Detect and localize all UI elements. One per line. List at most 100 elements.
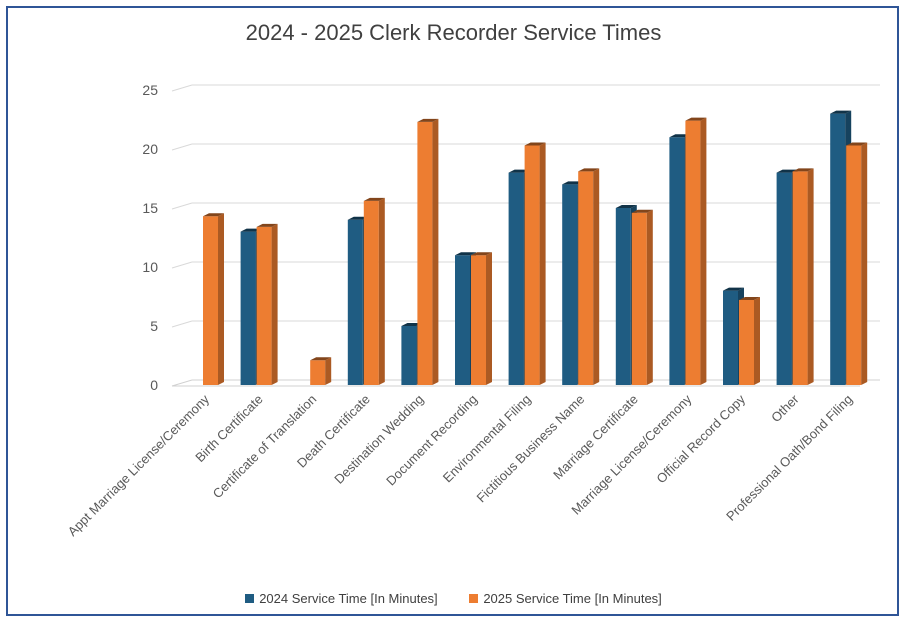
bar-front	[631, 212, 647, 385]
x-tick-label: Official Record Copy	[653, 391, 748, 486]
bar-top	[615, 205, 637, 208]
y-tick-label: 0	[150, 377, 158, 393]
bar-side	[861, 142, 868, 385]
bar-front	[347, 219, 363, 385]
legend-item-2025: 2025 Service Time [In Minutes]	[469, 591, 662, 606]
bar-front	[792, 171, 808, 385]
bar-front	[524, 145, 540, 385]
bar-top	[455, 252, 476, 256]
legend-item-2024: 2024 Service Time [In Minutes]	[245, 591, 438, 606]
y-tick-label: 25	[142, 82, 158, 98]
bar-side	[539, 142, 546, 385]
bar-top	[401, 323, 423, 326]
bar-front	[455, 255, 470, 385]
bar-side	[432, 118, 439, 386]
chart-title: 2024 - 2025 Clerk Recorder Service Times	[245, 20, 662, 45]
bar-top	[792, 168, 814, 172]
bar-front	[256, 226, 272, 385]
bar-2025	[471, 252, 492, 385]
bar-side	[646, 209, 653, 385]
bar-front	[240, 231, 256, 385]
bar-2025	[524, 142, 546, 385]
x-tick-label: Document Recording	[383, 392, 480, 489]
bar-front	[830, 113, 846, 385]
bar-top	[631, 209, 653, 213]
bar-side	[271, 223, 278, 385]
x-tick-label: Other	[768, 391, 802, 425]
bar-top	[310, 357, 332, 361]
gridline-edge	[171, 320, 193, 328]
x-tick-label: Appt Marriage License/Ceremony	[65, 391, 213, 539]
bar-top	[830, 110, 852, 114]
bar-front	[669, 137, 685, 385]
bar-2025	[417, 118, 439, 386]
bar-front	[363, 200, 379, 385]
bar-side	[325, 357, 332, 385]
bar-front	[508, 172, 524, 385]
bar-top	[471, 252, 492, 256]
bar-front	[310, 360, 326, 385]
bar-2025	[739, 297, 760, 385]
x-tick-label: Fictitious Business Name	[474, 392, 588, 506]
bar-top	[669, 134, 691, 138]
bar-top	[508, 169, 530, 173]
bar-front	[615, 208, 631, 385]
gridline-edge	[171, 261, 193, 269]
legend-swatch-2024	[245, 594, 255, 603]
bar-side	[754, 297, 760, 385]
bar-top	[203, 213, 224, 217]
legend-label-2024: 2024 Service Time [In Minutes]	[259, 591, 438, 606]
bar-front	[723, 290, 738, 385]
y-tick-label: 5	[150, 318, 158, 334]
bar-side	[218, 213, 224, 385]
bar-top	[256, 223, 278, 227]
bar-side	[807, 168, 814, 385]
bar-2025	[363, 197, 385, 385]
bar-2025	[846, 142, 868, 385]
bar-top	[347, 216, 369, 220]
bar-front	[685, 120, 701, 386]
gridline-edge	[171, 202, 193, 210]
legend-swatch-2025	[469, 594, 479, 603]
bar-side	[486, 252, 492, 385]
y-tick-label: 20	[142, 141, 158, 157]
bar-front	[471, 255, 486, 385]
bar-top	[776, 169, 798, 173]
bar-front	[776, 172, 792, 385]
bar-side	[378, 197, 385, 385]
bar-side	[593, 168, 600, 385]
bar-top	[240, 228, 262, 232]
bar-front	[739, 300, 754, 385]
bar-2025	[578, 168, 600, 385]
bar-side	[700, 117, 707, 386]
bar-2025	[310, 357, 332, 385]
bar-front	[846, 145, 862, 385]
bar-top	[417, 118, 439, 122]
x-tick-label: Environmental Filing	[440, 392, 534, 486]
bar-2025	[685, 117, 707, 386]
axis-floor-edge	[171, 379, 193, 387]
bar-top	[739, 297, 760, 301]
legend-label-2025: 2025 Service Time [In Minutes]	[483, 591, 662, 606]
y-tick-label: 10	[142, 259, 158, 275]
x-tick-label: Destination Wedding	[331, 392, 426, 487]
bar-2025	[792, 168, 814, 385]
bar-top	[846, 142, 868, 146]
bar-top	[562, 181, 584, 185]
x-tick-label: Certificate of Translation	[210, 392, 320, 502]
bar-top	[578, 168, 600, 172]
bar-front	[203, 216, 218, 385]
bar-2025	[631, 209, 653, 385]
chart-legend: 2024 Service Time [In Minutes] 2025 Serv…	[0, 591, 907, 606]
bar-front	[417, 121, 433, 386]
bar-top	[363, 197, 385, 201]
bar-front	[578, 171, 594, 385]
bar-front	[401, 326, 417, 385]
bar-2025	[203, 213, 224, 385]
gridline-edge	[171, 84, 193, 92]
bar-top	[685, 117, 707, 121]
bar-top	[723, 287, 744, 291]
bar-top	[524, 142, 546, 146]
y-tick-label: 15	[142, 200, 158, 216]
